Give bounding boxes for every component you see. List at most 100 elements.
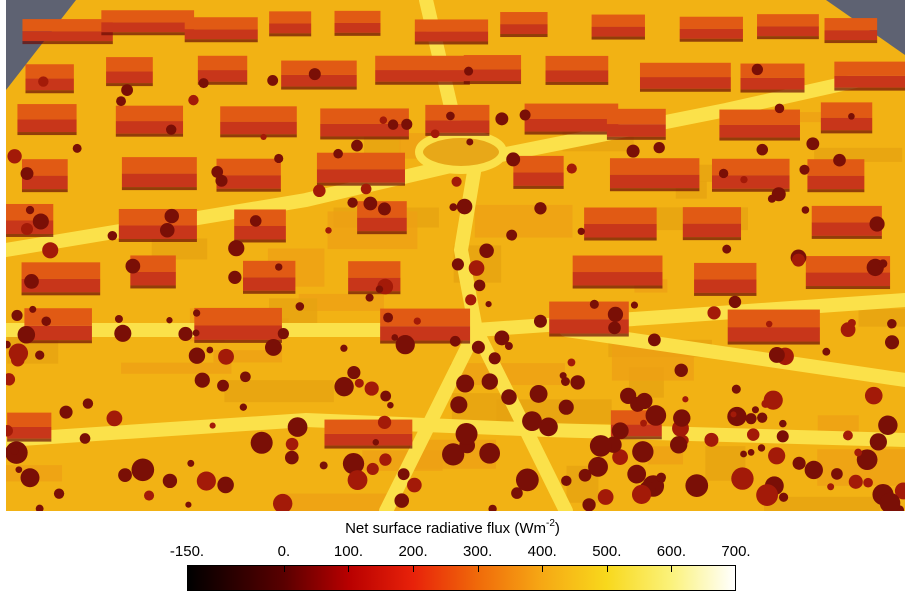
tree [515,468,539,492]
tree [319,461,328,470]
tree [799,164,810,175]
tree [466,138,474,146]
tree [707,306,721,320]
tree [607,306,624,322]
building-shadow [194,339,282,343]
tree [774,103,785,114]
tree [597,489,614,505]
building-shadow [316,182,405,186]
building-roof [682,207,742,224]
tree [42,242,59,259]
building-roof [609,158,700,175]
tree [228,270,242,284]
building-wall [834,75,905,88]
tree [383,312,394,323]
tree [164,208,179,224]
tree [380,390,392,402]
tree [333,148,343,159]
tree [32,213,49,230]
tree [38,76,49,87]
building-wall [101,22,195,33]
tree [778,492,789,502]
tree [72,143,82,153]
road [6,412,905,447]
tree [131,458,155,482]
building-wall [524,118,619,132]
building-wall [269,23,312,34]
tree [363,196,378,211]
building-shadow [834,87,905,91]
urban-flux-render[interactable] [6,0,905,511]
building-wall [572,272,663,286]
tree [608,321,621,335]
tree [196,471,216,491]
building-shadow [740,89,805,93]
tree [364,381,379,396]
ground-patch [764,496,880,511]
tree [894,482,905,500]
tree [578,468,592,482]
tree [473,279,486,292]
tree [522,411,542,432]
tree [166,124,177,135]
tree [464,66,474,76]
building-roof [21,262,101,279]
colorbar-title-close: ) [554,520,560,537]
building-shadow [197,81,248,85]
building-shadow [216,188,281,192]
building-shadow [106,83,153,87]
building-wall [316,169,405,183]
tree [451,258,464,271]
building-wall [757,26,819,37]
building-shadow [184,39,258,43]
tree [501,389,517,405]
building-roof [425,104,490,121]
tree [488,352,501,365]
building-wall [121,173,197,188]
tree [340,344,348,352]
tree [631,484,652,505]
tree [347,470,368,490]
ground-patch [280,493,400,511]
building-shadow [824,40,878,44]
tree [455,423,478,445]
tree [188,94,199,106]
tree [274,153,284,164]
tree [746,428,760,441]
colorbar-tick-label: 200. [398,543,428,560]
building-wall [184,29,258,40]
building-wall [25,78,74,91]
tree [35,350,45,360]
building-wall [220,121,297,135]
tree [53,488,65,499]
tree [342,452,365,475]
tree [747,448,755,456]
tree [365,293,374,302]
tree [20,468,40,488]
building-wall [17,119,77,133]
tree [722,244,732,254]
tree [450,396,468,414]
city-scene [6,0,905,511]
tree [627,464,647,484]
colorbar-tick-label: 600. [656,543,687,560]
building-roof [334,10,381,23]
building-roof [281,60,357,75]
building-roof [820,102,873,118]
tree [114,324,132,342]
building-shadow [545,81,609,85]
building-wall [805,272,891,287]
building-wall [357,217,407,232]
tree [397,468,410,481]
tree [869,216,885,232]
tree [285,437,299,451]
tree [728,295,742,309]
tree [776,430,789,443]
building-wall [324,433,413,446]
tree [588,456,608,477]
tree [645,405,667,426]
tree [264,339,282,356]
building-roof [463,55,522,70]
tree [847,318,856,328]
building-shadow [639,88,731,92]
